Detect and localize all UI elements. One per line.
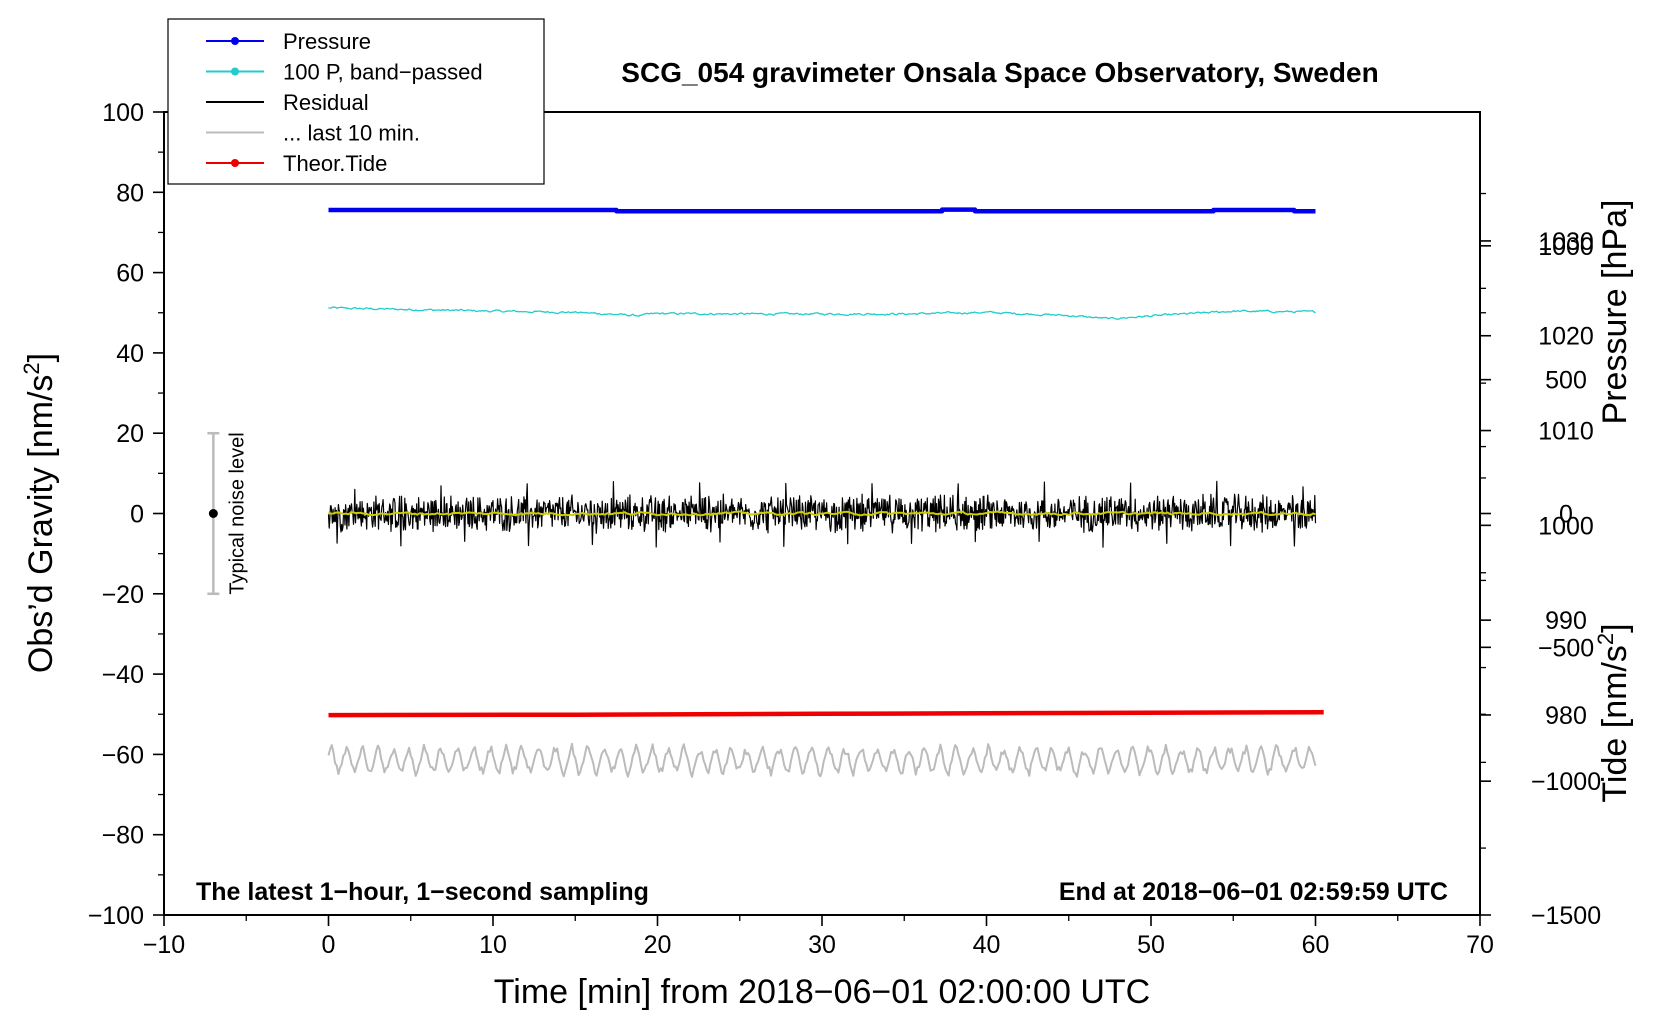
tide-tick-label-4: 500 [1545, 367, 1587, 395]
y-left-title-main: Obs’d Gravity [nm/s [22, 375, 60, 674]
pressure-tick-label-5: 1030 [1538, 228, 1594, 256]
legend-label-4: Theor.Tide [283, 151, 387, 176]
legend-marker-0 [231, 37, 239, 45]
y-tick-label-0: −100 [88, 902, 144, 930]
tide-title-sup: 2 [1593, 633, 1618, 645]
x-tick-label-6: 50 [1137, 931, 1165, 959]
tide-title-main: Tide [nm/s [1596, 645, 1634, 802]
x-tick-label-1: 0 [322, 931, 336, 959]
pressure-tick-label-3: 1010 [1538, 418, 1594, 446]
y-axis-pressure: 980 990 1000 1010 1020 1030 [1479, 165, 1594, 791]
y-tick-label-3: −40 [102, 661, 144, 689]
noise-level-bar: Typical noise level [207, 431, 248, 596]
annotation-right: End at 2018−06−01 02:59:59 UTC [1059, 878, 1448, 906]
tide-title-tail: ] [1596, 623, 1634, 632]
y-tick-label-5: 0 [130, 501, 144, 529]
x-tick-label-3: 20 [644, 931, 672, 959]
y-axis-pressure-title: Pressure [hPa] [1596, 200, 1634, 425]
pressure-tick-label-1: 990 [1545, 607, 1587, 635]
y-axis-tide-title: Tide [nm/s2] [1593, 623, 1634, 802]
chart-title: SCG_054 gravimeter Onsala Space Observat… [621, 57, 1378, 88]
series-residual-smoothed [328, 510, 1316, 517]
x-tick-label-7: 60 [1302, 931, 1330, 959]
legend-label-0: Pressure [283, 29, 371, 54]
y-left-title-sup: 2 [19, 362, 44, 374]
series-theor-tide [328, 709, 1324, 718]
legend-label-2: Residual [283, 90, 369, 115]
x-tick-label-0: −10 [143, 931, 185, 959]
y-axis-left-title: Obs’d Gravity [nm/s2] [19, 353, 60, 673]
pressure-tick-label-4: 1020 [1538, 323, 1594, 351]
y-tick-label-7: 40 [116, 340, 144, 368]
tide-tick-label-2: −500 [1538, 634, 1594, 662]
pressure-tick-label-2: 1000 [1538, 512, 1594, 540]
legend-label-1: 100 P, band−passed [283, 60, 483, 85]
series-pressure [328, 207, 1316, 214]
y-axis-left: −100 −80 −60 −40 −20 0 20 40 60 80 100 [88, 99, 164, 930]
tide-tick-label-3: 0 [1559, 501, 1573, 529]
tide-tick-label-5: 1000 [1538, 233, 1594, 261]
tide-tick-label-0: −1500 [1531, 902, 1601, 930]
legend-label-3: ... last 10 min. [283, 121, 420, 146]
y-tick-label-4: −20 [102, 581, 144, 609]
pressure-tick-label-0: 980 [1545, 702, 1587, 730]
x-tick-label-2: 10 [479, 931, 507, 959]
x-tick-label-8: 70 [1466, 931, 1494, 959]
x-tick-label-4: 30 [808, 931, 836, 959]
y-axis-tide: −1500 −1000 −500 0 500 1000 [1480, 233, 1601, 930]
series-residual [327, 480, 1317, 548]
legend-marker-4 [231, 159, 239, 167]
noise-bar-label: Typical noise level [226, 432, 248, 594]
y-tick-label-9: 80 [116, 179, 144, 207]
x-axis-title: Time [min] from 2018−06−01 02:00:00 UTC [494, 973, 1150, 1011]
tide-tick-label-1: −1000 [1531, 768, 1601, 796]
y-left-title-tail: ] [22, 353, 60, 362]
y-tick-label-1: −80 [102, 822, 144, 850]
annotation-left: The latest 1−hour, 1−second sampling [196, 878, 649, 906]
noise-bar-dot [208, 509, 218, 518]
y-tick-label-6: 20 [116, 420, 144, 448]
series-layer [327, 207, 1324, 778]
y-tick-label-2: −60 [102, 741, 144, 769]
series-100-p-band-passed [328, 306, 1316, 320]
y-tick-label-10: 100 [102, 99, 144, 127]
series-last-10-min [327, 742, 1317, 778]
legend: Pressure 100 P, band−passed Residual ... la… [167, 18, 545, 185]
x-tick-label-5: 40 [973, 931, 1001, 959]
x-axis: −10 0 10 20 30 40 50 60 70 [143, 915, 1494, 959]
y-tick-label-8: 60 [116, 260, 144, 288]
legend-marker-1 [231, 67, 239, 76]
